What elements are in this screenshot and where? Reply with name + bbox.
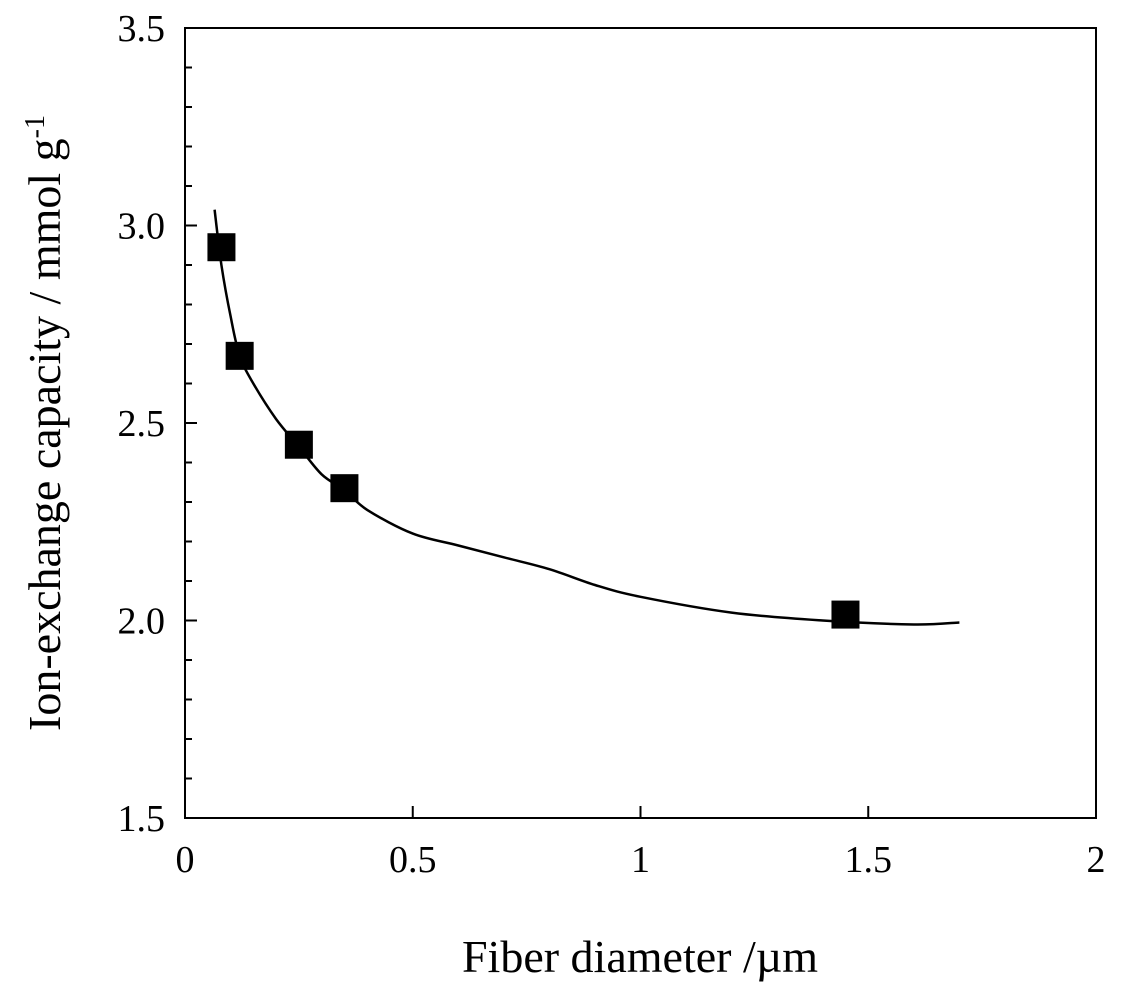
data-point-square bbox=[207, 233, 236, 262]
y-axis-ticks bbox=[185, 27, 197, 819]
y-axis-tick-labels: 1.5 2.0 2.5 3.0 3.5 bbox=[118, 8, 166, 840]
x-tick-label: 2 bbox=[1087, 839, 1106, 881]
y-axis-title-superscript: -1 bbox=[20, 115, 51, 138]
x-axis-title: Fiber diameter /µm bbox=[462, 931, 818, 982]
data-points bbox=[207, 233, 860, 629]
y-tick-label: 1.5 bbox=[118, 798, 166, 840]
x-axis-tick-labels: 0 0.5 1 1.5 2 bbox=[176, 839, 1106, 881]
y-axis-title: Ion-exchange capacity / mmol g-1 bbox=[19, 115, 70, 731]
y-tick-label: 2.0 bbox=[118, 601, 166, 643]
data-point-square bbox=[330, 474, 359, 503]
data-point-square bbox=[284, 430, 313, 459]
x-tick-label: 1 bbox=[631, 839, 650, 881]
data-point-square bbox=[831, 600, 860, 629]
x-axis-ticks bbox=[184, 806, 1097, 818]
y-axis-title-text: Ion-exchange capacity / mmol g bbox=[19, 138, 70, 731]
y-tick-label: 3.0 bbox=[118, 206, 166, 248]
data-point-square bbox=[225, 341, 254, 370]
y-tick-label: 3.5 bbox=[118, 8, 166, 50]
x-tick-label: 0 bbox=[176, 839, 195, 881]
x-tick-label: 1.5 bbox=[845, 839, 893, 881]
x-tick-label: 0.5 bbox=[389, 839, 437, 881]
plot-frame bbox=[184, 27, 1097, 819]
y-tick-label: 2.5 bbox=[118, 403, 166, 445]
trend-curve bbox=[213, 209, 960, 626]
